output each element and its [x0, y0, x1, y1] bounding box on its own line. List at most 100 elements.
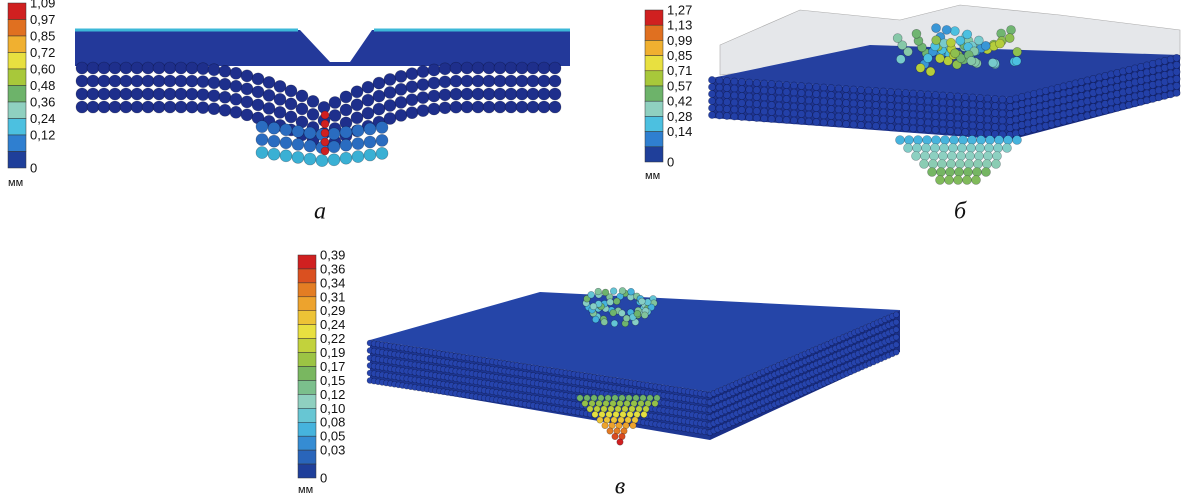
sphere: [947, 92, 954, 99]
legend-swatch: [645, 147, 663, 162]
sphere: [895, 103, 902, 110]
sphere: [887, 102, 894, 109]
legend-swatch: [645, 71, 663, 86]
sphere: [131, 62, 143, 74]
sphere: [723, 77, 730, 84]
sphere: [1004, 136, 1013, 145]
sphere: [805, 111, 812, 118]
sphere: [630, 422, 636, 428]
sphere: [895, 110, 902, 117]
sphere: [384, 99, 396, 111]
sphere: [922, 144, 931, 153]
sphere: [274, 106, 286, 118]
sphere: [716, 112, 723, 119]
legend-label: 0,17: [320, 359, 345, 374]
legend-swatch: [298, 325, 316, 339]
sphere: [461, 62, 473, 74]
sphere: [924, 119, 931, 126]
sphere: [280, 150, 292, 162]
sphere: [285, 111, 297, 123]
sphere: [1005, 34, 1014, 43]
sphere: [954, 100, 961, 107]
sphere: [395, 83, 407, 95]
sphere: [505, 62, 517, 74]
sphere: [241, 70, 253, 82]
sphere: [549, 62, 561, 74]
sphere: [321, 147, 329, 155]
sphere: [611, 320, 618, 327]
legend-swatch: [298, 269, 316, 283]
legend-label: 1,27: [667, 2, 692, 17]
sphere: [746, 79, 753, 86]
sphere: [219, 91, 231, 103]
sphere: [902, 96, 909, 103]
sphere: [321, 120, 329, 128]
sphere: [896, 136, 905, 145]
sphere: [813, 97, 820, 104]
sphere: [895, 96, 902, 103]
sphere: [828, 112, 835, 119]
legend-swatch: [298, 297, 316, 311]
sphere: [142, 88, 154, 100]
sphere: [930, 152, 939, 161]
legend-label: 0,12: [30, 127, 55, 142]
sphere: [820, 91, 827, 98]
sphere: [428, 77, 440, 89]
sphere: [962, 93, 969, 100]
sphere: [87, 101, 99, 113]
sphere: [439, 102, 451, 114]
sphere: [902, 124, 909, 131]
sphere: [219, 65, 231, 77]
sphere: [783, 88, 790, 95]
sphere: [902, 103, 909, 110]
sphere: [939, 120, 946, 127]
sphere: [965, 160, 974, 169]
legend-label: 0,15: [320, 373, 345, 388]
sphere: [716, 105, 723, 112]
sphere: [753, 79, 760, 86]
sphere: [939, 99, 946, 106]
sphere: [761, 87, 768, 94]
sphere: [999, 103, 1006, 110]
sphere: [274, 93, 286, 105]
sphere: [538, 62, 550, 74]
sphere: [910, 125, 917, 132]
sphere: [857, 93, 864, 100]
sphere: [607, 428, 613, 434]
sphere: [340, 152, 352, 164]
sphere: [373, 103, 385, 115]
sphere: [708, 104, 715, 111]
sphere: [197, 102, 209, 114]
sphere: [439, 76, 451, 88]
sphere: [329, 109, 341, 121]
sphere: [923, 136, 932, 145]
sphere: [798, 89, 805, 96]
sphere: [893, 334, 899, 340]
sphere: [588, 291, 595, 298]
sphere: [835, 113, 842, 120]
sphere: [977, 136, 986, 145]
sphere: [905, 136, 914, 145]
sphere: [494, 101, 506, 113]
sphere: [505, 101, 517, 113]
sphere: [969, 115, 976, 122]
sphere: [731, 78, 738, 85]
sphere: [328, 141, 340, 153]
legend-label: 0,36: [30, 94, 55, 109]
sphere: [76, 62, 88, 74]
sphere: [962, 121, 969, 128]
sphere: [880, 88, 887, 95]
legend-swatch: [8, 135, 26, 152]
sphere: [98, 101, 110, 113]
sphere: [843, 106, 850, 113]
sphere: [798, 103, 805, 110]
sphere: [417, 105, 429, 117]
sphere: [516, 62, 528, 74]
sphere: [362, 94, 374, 106]
sphere: [1013, 47, 1022, 56]
legend-label: 0,97: [30, 12, 55, 27]
sphere: [597, 417, 603, 423]
legend-swatch: [298, 353, 316, 367]
sphere: [619, 287, 626, 294]
sphere: [984, 109, 991, 116]
